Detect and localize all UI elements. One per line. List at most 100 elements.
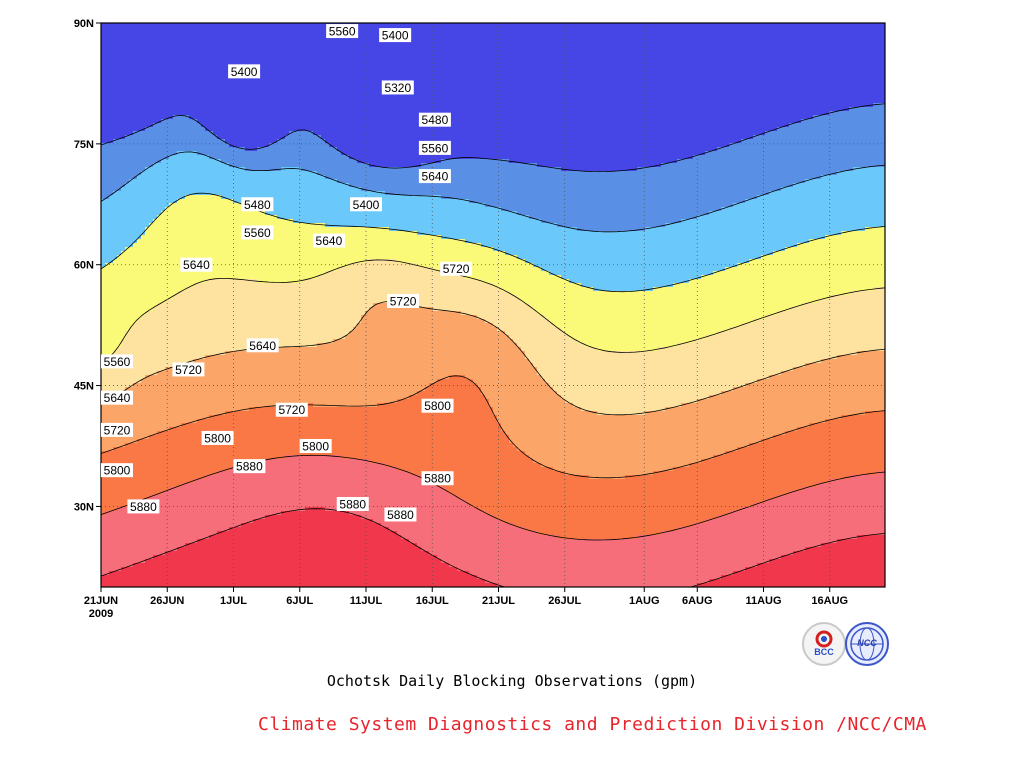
contour-cell [157, 299, 162, 304]
contour-cell [153, 571, 158, 576]
contour-cell [213, 47, 218, 52]
contour-cell [165, 135, 170, 140]
contour-cell [213, 355, 218, 360]
contour-cell [113, 155, 118, 160]
contour-cell [233, 427, 238, 432]
contour-cell [209, 107, 214, 112]
contour-cell [125, 483, 130, 488]
contour-cell [221, 227, 226, 232]
contour-cell [129, 443, 134, 448]
contour-cell [113, 207, 118, 212]
contour-cell [209, 399, 214, 404]
contour-cell [165, 31, 170, 36]
contour-cell [129, 515, 134, 520]
contour-cell [109, 551, 114, 556]
contour-cell [137, 79, 142, 84]
contour-cell [121, 435, 126, 440]
contour-cell [169, 23, 174, 28]
contour-cell [185, 343, 190, 348]
contour-cell [149, 159, 154, 164]
contour-cell [209, 459, 214, 464]
contour-cell [129, 283, 134, 288]
contour-cell [121, 219, 126, 224]
contour-cell [209, 71, 214, 76]
contour-cell [173, 111, 178, 116]
contour-cell [101, 291, 106, 296]
contour-cell [149, 475, 154, 480]
contour-cell [169, 183, 174, 188]
contour-cell [117, 283, 122, 288]
contour-cell [101, 63, 106, 68]
contour-cell [161, 67, 166, 72]
contour-cell [221, 487, 226, 492]
contour-cell [145, 235, 150, 240]
contour-cell [173, 419, 178, 424]
contour-cell [129, 131, 134, 136]
contour-cell [197, 319, 202, 324]
contour-cell [157, 71, 162, 76]
contour-cell [193, 87, 198, 92]
contour-cell [193, 487, 198, 492]
contour-cell [141, 191, 146, 196]
contour-cell [201, 99, 206, 104]
contour-cell [229, 127, 234, 132]
contour-cell [217, 403, 222, 408]
contour-cell [117, 27, 122, 32]
contour-cell [177, 207, 182, 212]
contour-cell [117, 479, 122, 484]
contour-cell [177, 307, 182, 312]
contour-cell [221, 347, 226, 352]
contour-cell [141, 495, 146, 500]
contour-cell [149, 99, 154, 104]
contour-cell [213, 39, 218, 44]
contour-cell [161, 367, 166, 372]
contour-cell [177, 79, 182, 84]
contour-cell [213, 507, 218, 512]
contour-cell [165, 271, 170, 276]
contour-cell [145, 539, 150, 544]
contour-cell [141, 219, 146, 224]
contour-cell [229, 371, 234, 376]
contour-cell [109, 583, 114, 587]
contour-cell [145, 147, 150, 152]
contour-cell [177, 243, 182, 248]
contour-cell [105, 215, 110, 220]
contour-cell [137, 111, 142, 116]
contour-cell [137, 495, 142, 500]
contour-cell [189, 255, 194, 260]
contour-cell [137, 251, 142, 256]
contour-cell [217, 131, 222, 136]
contour-cell [109, 171, 114, 176]
contour-cell [121, 295, 126, 300]
contour-cell [221, 151, 226, 156]
contour-cell [201, 359, 206, 364]
contour-cell [197, 519, 202, 524]
contour-cell [109, 67, 114, 72]
contour-cell [169, 103, 174, 108]
contour-cell [213, 467, 218, 472]
contour-cell [173, 139, 178, 144]
contour-cell [169, 507, 174, 512]
contour-cell [185, 127, 190, 132]
contour-cell [165, 219, 170, 224]
contour-cell [153, 583, 158, 587]
contour-cell [145, 35, 150, 40]
contour-cell [113, 159, 118, 164]
contour-cell [169, 199, 174, 204]
contour-cell [241, 155, 246, 160]
contour-cell [141, 239, 146, 244]
contour-cell [229, 159, 234, 164]
contour-cell [205, 119, 210, 124]
contour-cell [177, 51, 182, 56]
contour-cell [185, 283, 190, 288]
contour-cell [217, 203, 222, 208]
contour-cell [161, 355, 166, 360]
contour-cell [133, 123, 138, 128]
contour-cell [177, 539, 182, 544]
contour-cell [113, 527, 118, 532]
contour-cell [181, 515, 186, 520]
contour-cell [189, 335, 194, 340]
contour-cell [209, 31, 214, 36]
contour-cell [133, 423, 138, 428]
contour-cell [105, 191, 110, 196]
